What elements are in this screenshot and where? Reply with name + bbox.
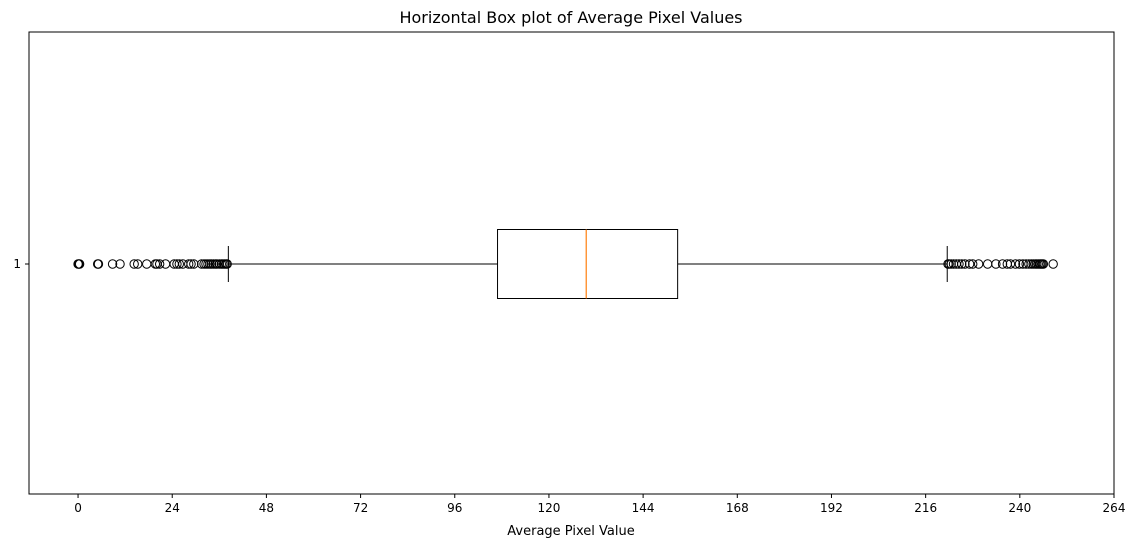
x-axis-title: Average Pixel Value bbox=[507, 524, 634, 539]
outlier-point bbox=[172, 259, 182, 269]
outlier-point bbox=[997, 259, 1008, 269]
x-tick-label: 96 bbox=[447, 501, 462, 515]
y-axis: 1 bbox=[13, 257, 29, 271]
outlier-point bbox=[1021, 259, 1031, 269]
interquartile-box bbox=[497, 229, 679, 299]
outlier-point bbox=[946, 259, 956, 269]
outlier-point bbox=[964, 259, 975, 269]
x-tick-label: 120 bbox=[537, 501, 560, 515]
outlier-point bbox=[115, 259, 125, 269]
outlier-point bbox=[93, 259, 104, 269]
outlier-point bbox=[222, 259, 232, 269]
outlier-point bbox=[186, 259, 196, 269]
x-tick-label: 24 bbox=[165, 501, 180, 515]
outlier-point bbox=[132, 259, 143, 269]
outlier-point bbox=[174, 259, 184, 269]
x-tick-label: 0 bbox=[74, 501, 82, 515]
outlier-point bbox=[957, 259, 967, 269]
outlier-point bbox=[991, 259, 1001, 269]
outlier-point bbox=[1010, 259, 1021, 269]
plot-area-frame bbox=[28, 31, 1115, 495]
x-tick-label: 216 bbox=[914, 501, 937, 515]
outlier-point bbox=[954, 259, 964, 269]
outlier-point bbox=[1024, 259, 1034, 269]
x-tick-label: 192 bbox=[820, 501, 843, 515]
x-tick-label: 168 bbox=[726, 501, 749, 515]
y-tick-label: 1 bbox=[13, 257, 21, 271]
outlier-point bbox=[1048, 259, 1058, 269]
outlier-point bbox=[1005, 259, 1016, 269]
outlier-point bbox=[154, 259, 165, 269]
outlier-point bbox=[968, 259, 978, 269]
x-tick-label: 72 bbox=[353, 501, 368, 515]
x-axis: 0 24 48 72 96 120 144 168 192 216 240 264 bbox=[74, 494, 1125, 515]
outlier-point bbox=[184, 259, 194, 269]
outlier-point bbox=[74, 259, 85, 269]
plot-content bbox=[73, 229, 1058, 299]
x-tick-label: 48 bbox=[259, 501, 274, 515]
outlier-point bbox=[1038, 259, 1049, 269]
outlier-point bbox=[129, 259, 139, 269]
outlier-point bbox=[107, 259, 118, 269]
x-tick-label: 240 bbox=[1008, 501, 1031, 515]
outlier-point bbox=[1014, 259, 1025, 269]
outlier-point bbox=[212, 259, 222, 269]
outlier-point bbox=[973, 259, 984, 269]
x-tick-label: 264 bbox=[1103, 501, 1126, 515]
outlier-point bbox=[189, 259, 199, 269]
outlier-point bbox=[960, 259, 970, 269]
x-tick-label: 144 bbox=[632, 501, 655, 515]
chart-title: Horizontal Box plot of Average Pixel Val… bbox=[399, 8, 742, 27]
